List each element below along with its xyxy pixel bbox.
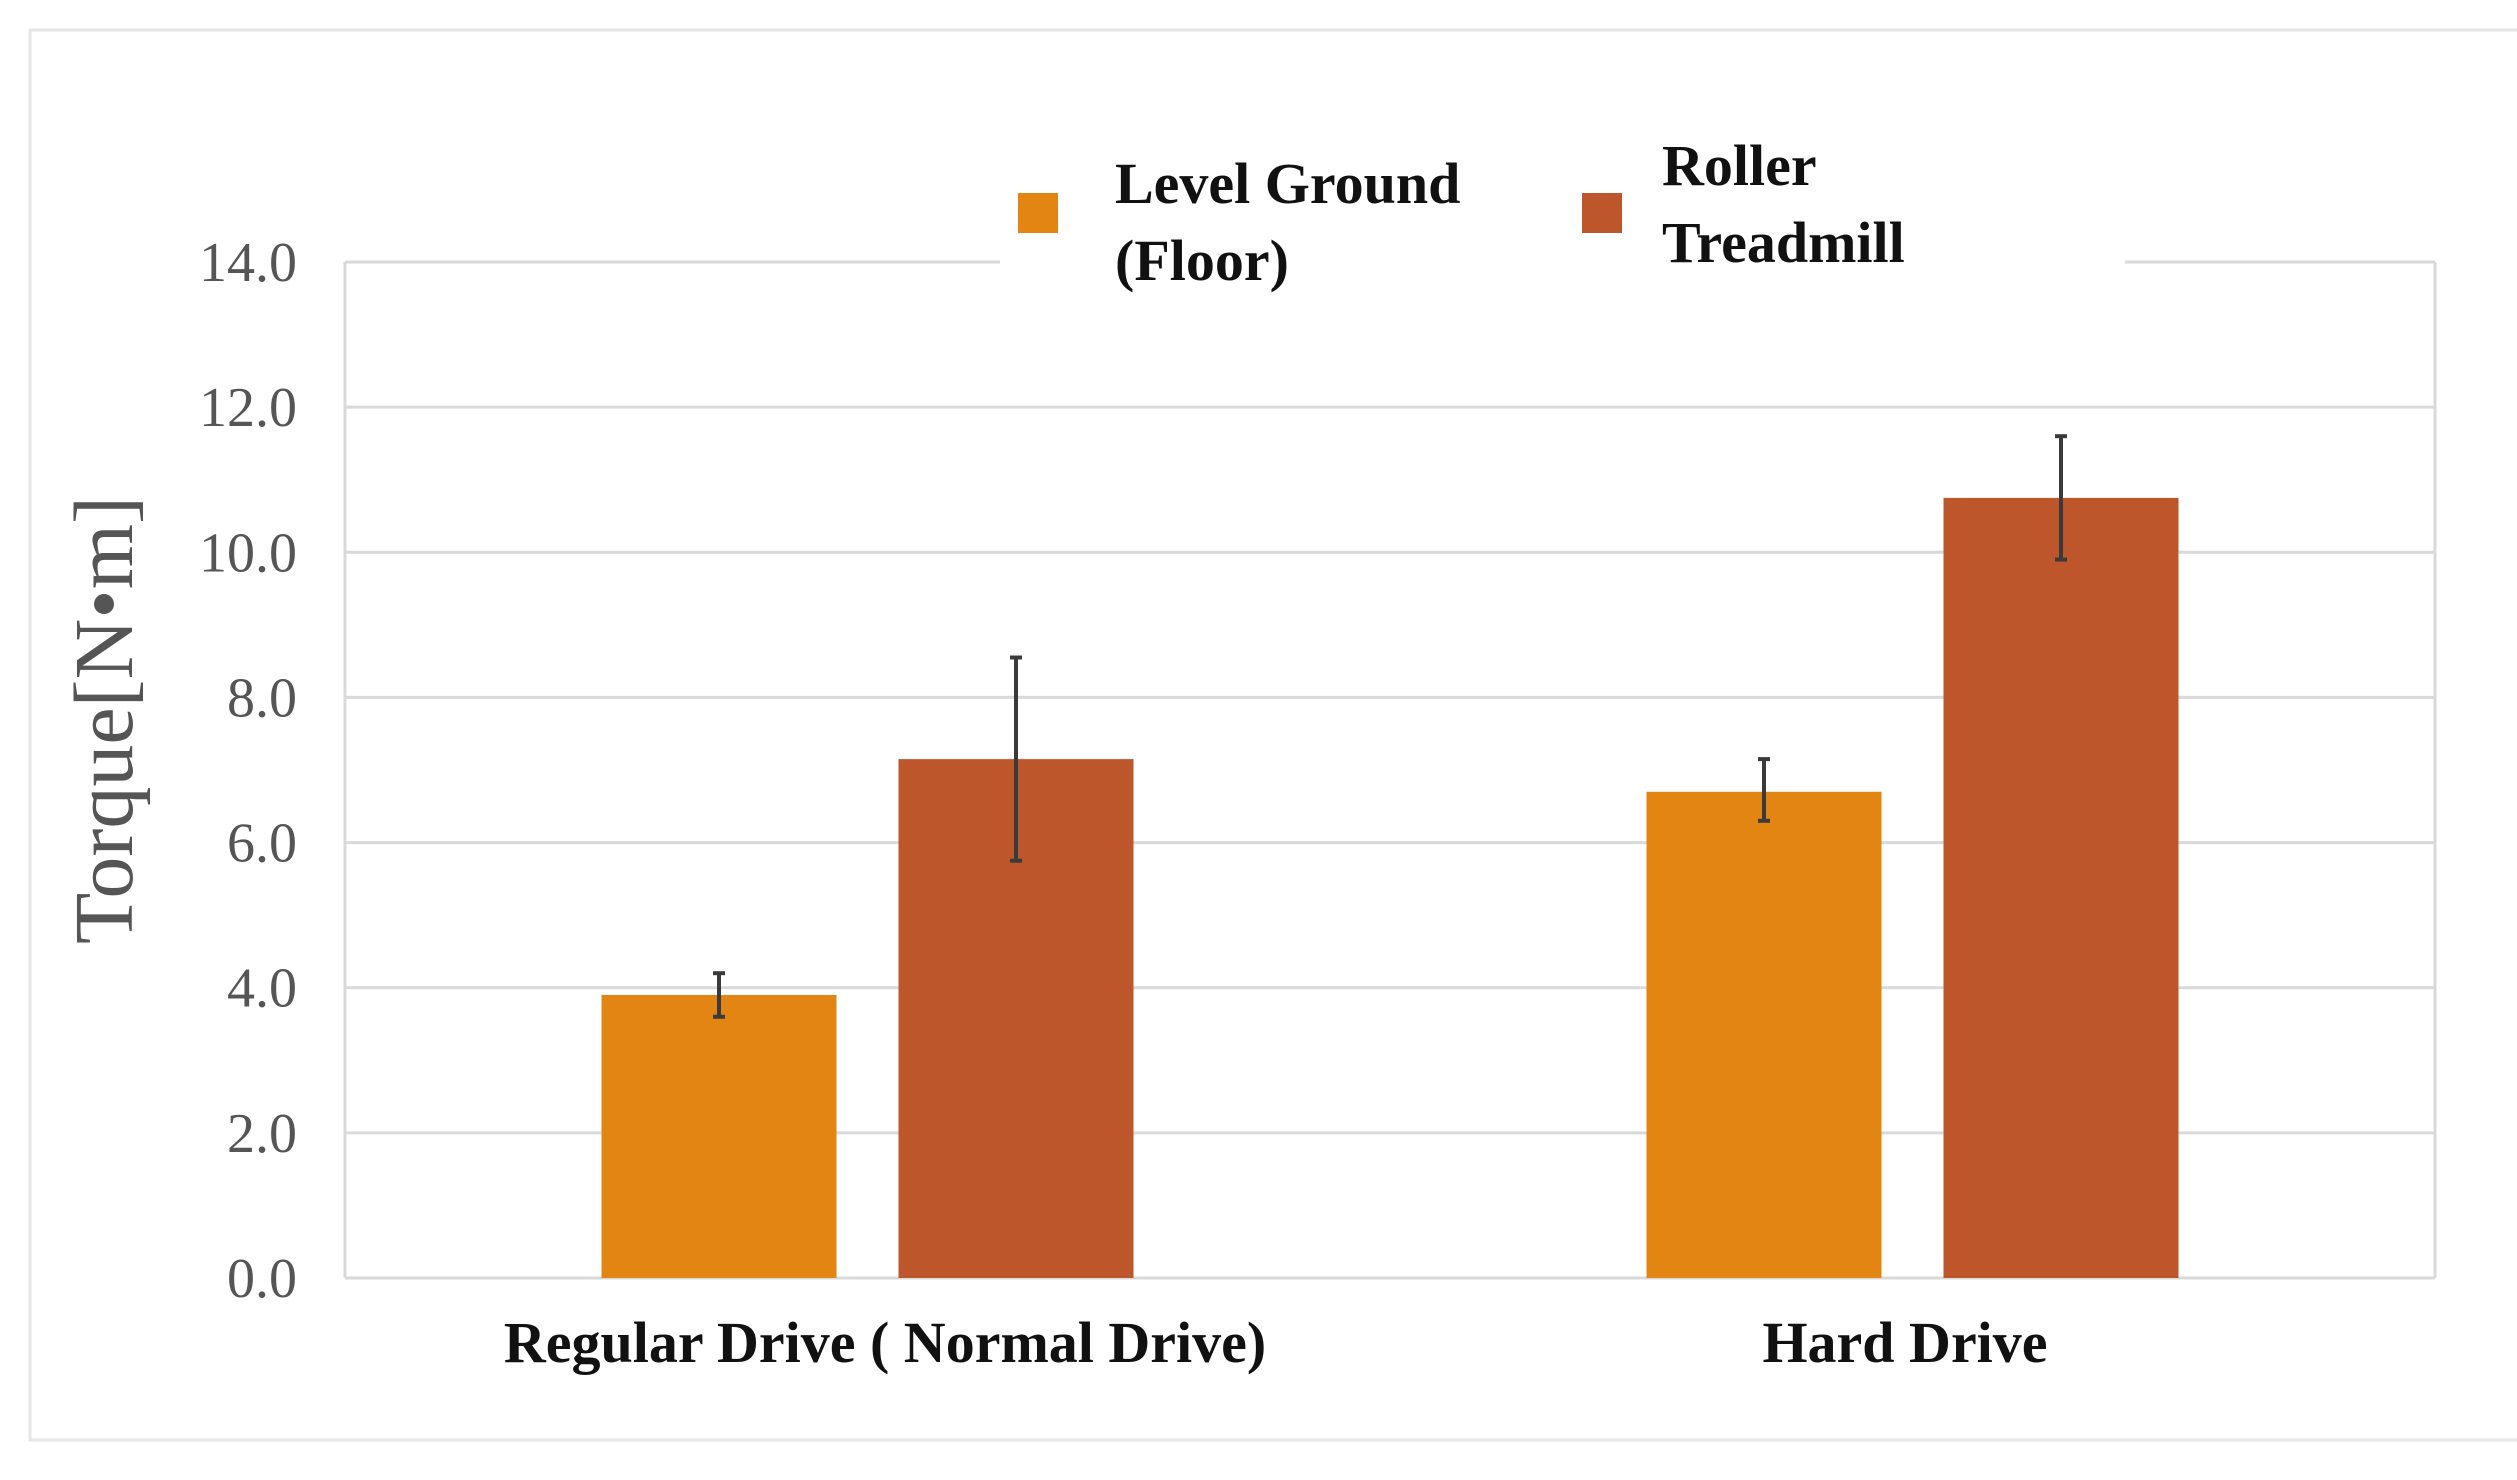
y-tick-label: 4.0	[227, 958, 297, 1020]
y-tick-label: 0.0	[227, 1248, 297, 1310]
y-tick-label: 14.0	[199, 232, 297, 294]
legend-swatch	[1582, 193, 1622, 233]
y-tick-label: 12.0	[199, 377, 297, 439]
error-bar	[2055, 434, 2067, 562]
y-tick-label: 2.0	[227, 1103, 297, 1165]
bar	[1646, 791, 1882, 1278]
y-axis-ticks: 0.0 2.0 4.0 6.0 8.0 10.0 12.0 14.0	[199, 232, 297, 1310]
error-bar	[1758, 757, 1770, 823]
x-category-label: Hard Drive	[1762, 1310, 2047, 1375]
x-category-label: Regular Drive ( Normal Drive)	[504, 1310, 1266, 1375]
error-bar	[713, 971, 725, 1019]
legend-label: (Floor)	[1115, 228, 1289, 293]
error-bars	[713, 434, 2067, 1019]
legend-label: Level Ground	[1115, 151, 1460, 216]
y-tick-label: 8.0	[227, 667, 297, 729]
bar	[601, 994, 837, 1278]
y-axis-label: Torque[N•m]	[58, 496, 151, 944]
y-tick-label: 6.0	[227, 813, 297, 875]
legend-background	[1000, 120, 2125, 300]
legend: Level Ground (Floor) Roller Treadmill	[1000, 120, 2125, 300]
legend-item: Level Ground (Floor)	[1018, 151, 1460, 293]
plot-border	[343, 262, 2437, 1278]
legend-swatch	[1018, 193, 1058, 233]
legend-label: Roller	[1662, 133, 1817, 198]
x-axis-categories: Regular Drive ( Normal Drive) Hard Drive	[504, 1310, 2048, 1375]
legend-label: Treadmill	[1662, 210, 1905, 275]
bar	[1943, 497, 2179, 1278]
y-tick-label: 10.0	[199, 522, 297, 584]
error-bar	[1010, 655, 1022, 863]
legend-item: Roller Treadmill	[1582, 133, 1905, 275]
